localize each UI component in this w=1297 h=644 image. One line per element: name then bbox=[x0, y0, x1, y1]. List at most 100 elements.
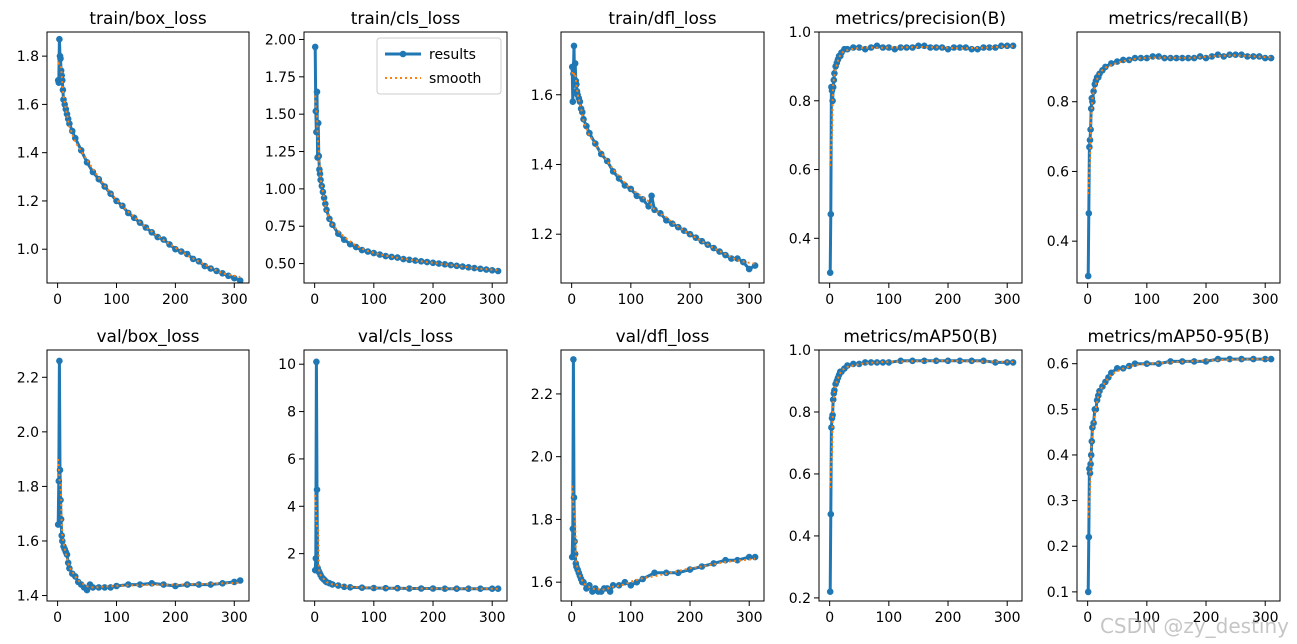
results-point bbox=[136, 581, 144, 588]
results-point bbox=[1202, 54, 1210, 62]
results-point bbox=[358, 246, 366, 254]
y-tick-label: 1.50 bbox=[265, 107, 296, 123]
x-tick-label: 0 bbox=[1083, 610, 1092, 626]
results-line bbox=[828, 359, 1014, 592]
results-point bbox=[400, 255, 407, 263]
results-point bbox=[1155, 360, 1162, 368]
results-point bbox=[83, 159, 91, 166]
chart-panel: val/box_loss 0 100 200 300 1.4 1.6 1.8 2.0 2.2 bbox=[17, 327, 250, 626]
x-tick-label: 100 bbox=[103, 610, 130, 626]
legend-smooth-label: smooth bbox=[429, 71, 481, 87]
results-point bbox=[968, 45, 975, 53]
results-point bbox=[633, 578, 641, 586]
results-point bbox=[669, 220, 676, 227]
y-tick-label: 1.00 bbox=[265, 182, 296, 198]
x-tick-label: 200 bbox=[420, 610, 447, 626]
chart-title: metrics/recall(B) bbox=[1108, 9, 1249, 29]
results-point bbox=[477, 585, 484, 592]
results-point bbox=[59, 77, 66, 84]
y-tick-label: 0.6 bbox=[1047, 357, 1069, 373]
results-line bbox=[313, 360, 499, 591]
results-point bbox=[686, 566, 694, 573]
results-point bbox=[1208, 53, 1216, 60]
results-point bbox=[326, 215, 333, 223]
results-point bbox=[1090, 419, 1097, 427]
y-tick-label: 0.1 bbox=[1047, 585, 1069, 601]
x-tick-label: 300 bbox=[221, 292, 248, 308]
y-tick-label: 1.0 bbox=[789, 343, 811, 359]
y-tick-label: 0.5 bbox=[1047, 402, 1069, 418]
y-tick-label: 1.2 bbox=[17, 194, 39, 210]
smooth-line bbox=[1087, 358, 1272, 518]
results-point bbox=[1009, 42, 1017, 50]
smooth-line bbox=[1087, 54, 1272, 195]
y-tick-label: 0.50 bbox=[265, 257, 296, 273]
chart-panel: metrics/recall(B) 0 100 200 300 0.4 0.6 0.8 bbox=[1047, 9, 1281, 308]
results-point bbox=[615, 582, 623, 589]
results-point bbox=[72, 573, 79, 580]
results-point bbox=[867, 359, 875, 366]
results-point bbox=[1137, 54, 1145, 62]
results-point bbox=[335, 582, 342, 589]
results-point bbox=[435, 260, 443, 267]
x-tick-label: 200 bbox=[1193, 292, 1220, 308]
results-point bbox=[571, 60, 579, 67]
results-point bbox=[95, 584, 103, 591]
results-point bbox=[313, 128, 320, 136]
y-tick-label: 0.4 bbox=[1047, 234, 1069, 250]
results-point bbox=[225, 272, 232, 280]
axes-frame bbox=[560, 31, 765, 284]
results-point bbox=[826, 269, 834, 277]
results-point bbox=[313, 88, 321, 96]
results-point bbox=[1244, 53, 1251, 60]
results-point bbox=[950, 44, 958, 51]
results-point bbox=[64, 559, 72, 567]
results-point bbox=[57, 67, 65, 74]
x-tick-label: 100 bbox=[875, 292, 902, 308]
y-tick-label: 2.2 bbox=[17, 370, 39, 386]
results-point bbox=[710, 244, 717, 252]
results-point bbox=[569, 98, 577, 105]
y-tick-label: 10 bbox=[278, 357, 296, 373]
x-tick-label: 300 bbox=[479, 610, 506, 626]
results-point bbox=[1250, 53, 1257, 60]
results-point bbox=[827, 510, 835, 518]
results-point bbox=[1173, 54, 1180, 62]
results-point bbox=[312, 555, 320, 562]
results-point bbox=[1261, 355, 1269, 363]
x-tick-label: 100 bbox=[360, 610, 387, 626]
y-tick-label: 1.8 bbox=[17, 49, 39, 65]
results-point bbox=[921, 42, 928, 50]
x-tick-label: 100 bbox=[103, 292, 130, 308]
results-point bbox=[1086, 469, 1094, 477]
y-tick-label: 0.8 bbox=[1047, 95, 1069, 111]
results-point bbox=[1092, 406, 1100, 413]
results-point bbox=[459, 263, 466, 270]
results-point bbox=[932, 357, 940, 365]
plot-area bbox=[311, 43, 502, 275]
results-point bbox=[429, 585, 437, 592]
plot-area bbox=[54, 35, 244, 283]
plot-area bbox=[1084, 51, 1275, 280]
axes-frame bbox=[818, 349, 1023, 602]
results-point bbox=[406, 585, 413, 592]
smooth-line bbox=[571, 70, 756, 265]
results-point bbox=[119, 202, 126, 210]
results-point bbox=[615, 175, 623, 182]
x-tick-label: 300 bbox=[736, 292, 763, 308]
chart-title: metrics/mAP50-95(B) bbox=[1087, 327, 1269, 347]
results-point bbox=[1143, 54, 1151, 62]
x-tick-label: 0 bbox=[310, 610, 319, 626]
results-point bbox=[195, 581, 203, 588]
x-tick-label: 100 bbox=[617, 292, 644, 308]
smooth-line bbox=[571, 485, 756, 592]
results-line bbox=[570, 44, 756, 271]
results-point bbox=[236, 277, 244, 283]
x-tick-label: 100 bbox=[617, 610, 644, 626]
chart-panel: train/dfl_loss 0 100 200 300 1.2 1.4 1.6 bbox=[531, 9, 765, 308]
smooth-line bbox=[829, 45, 1014, 167]
results-point bbox=[962, 44, 970, 51]
y-tick-label: 1.8 bbox=[531, 512, 553, 528]
legend-results-marker bbox=[399, 50, 407, 58]
results-point bbox=[1087, 451, 1095, 459]
